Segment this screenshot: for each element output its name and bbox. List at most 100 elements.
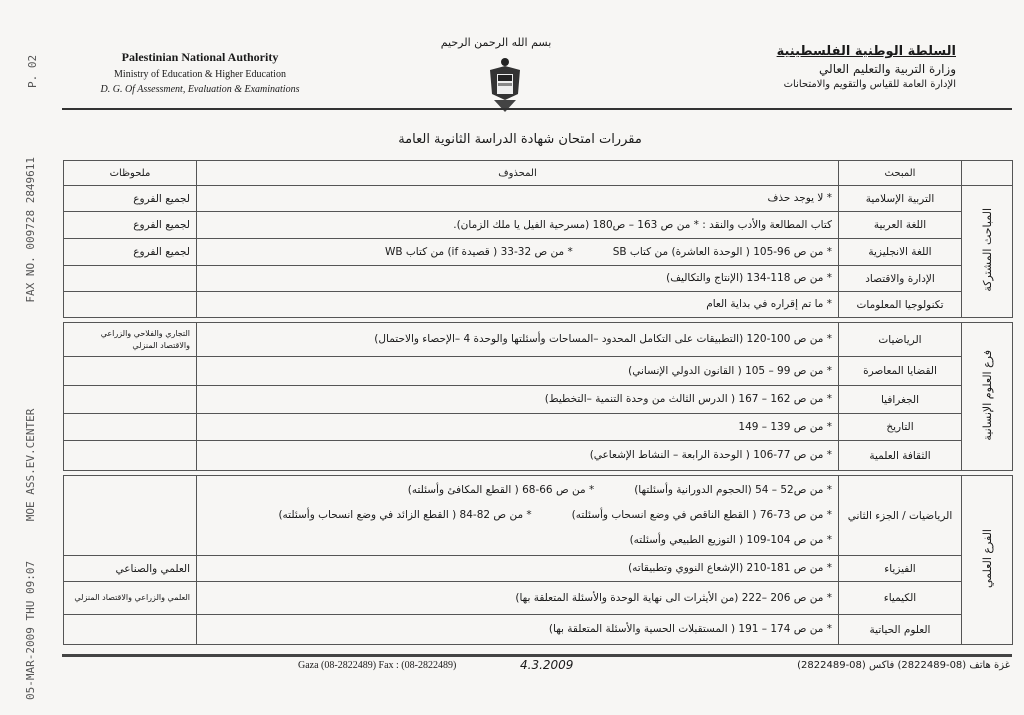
section-humanities: فرع العلوم الإنسانية الرياضيات * من ص 100-…: [63, 322, 1013, 471]
notes-cell: العلمي والزراعي والاقتصاد المنزلي: [63, 581, 197, 615]
content-segment: * من ص 100-120 (التطبيقات على التكامل ال…: [374, 333, 832, 345]
content-segment: * من ص52 – 54 (الحجوم الدورانية وأسئلتها…: [634, 484, 832, 496]
deleted-content-cell: * من ص 118-134 (الإنتاج والتكاليف): [196, 265, 839, 292]
subject-cell: تكنولوجيا المعلومات: [838, 291, 962, 318]
notes-cell: [63, 385, 197, 414]
content-segment: * من ص 206 –222 (من الأيثرات الى نهاية ا…: [515, 591, 832, 604]
content-line: * لا يوجد حذف: [203, 186, 833, 211]
content-line: * من ص 99 – 105 ( القانون الدولي الإنسان…: [203, 359, 832, 384]
content-segment: * من ص 32-33 ( قصيدة if) من كتاب WB: [384, 245, 573, 258]
subject-cell: الفيزياء: [838, 555, 962, 582]
footer-contact-en: Gaza (08-2822489) Fax : (08-2822489): [298, 660, 457, 671]
content-segment: * من ص 181-210 (الإشعاع النووي وتطبيقاته…: [628, 562, 832, 574]
subject-cell: الثقافة العلمية: [838, 440, 962, 471]
deleted-content-cell: * لا يوجد حذف: [196, 185, 839, 212]
subject-cell: الإدارة والاقتصاد: [838, 265, 962, 292]
table-header-row: المبحث المحذوف ملحوظات: [63, 160, 1013, 186]
notes-cell: [63, 475, 197, 556]
ministry-en: Ministry of Education & Higher Education: [114, 69, 286, 80]
table-row: التاريخ * من ص 139 – 149: [63, 413, 1013, 441]
content-segment: * من ص 66-68 ( القطع المكافئ وأسئلته): [407, 484, 595, 496]
content-segment: * من ص 174 – 191 ( المستقبلات الحسية وال…: [548, 623, 832, 635]
table-row: الفيزياء * من ص 181-210 (الإشعاع النووي و…: [63, 555, 1013, 582]
table-row: المباحث المشتركة التربية الإسلامية * لا يو…: [63, 185, 1013, 318]
directorate-en: D. G. Of Assessment, Evaluation & Examin…: [100, 84, 300, 95]
footer-divider: [62, 654, 1012, 657]
table-row: الفرع العلمي الرياضيات / الجزء الثاني * من…: [63, 475, 1013, 645]
table-row: العلوم الحياتية * من ص 174 – 191 ( المستق…: [63, 614, 1013, 645]
notes-cell: [63, 356, 197, 386]
content-line: * من ص52 – 54 (الحجوم الدورانية وأسئلتها…: [203, 478, 832, 503]
content-line: * من ص 96-105 ( الوحدة العاشرة) من كتاب …: [203, 240, 832, 265]
group-label-cell: فرع العلوم الإنسانية: [961, 322, 1013, 471]
notes-cell: العلمي والصناعي: [63, 555, 197, 582]
content-line: * من ص 104-109 ( التوزيع الطبيعي وأسئلته…: [203, 528, 832, 553]
handwritten-date-signature: 4.3.2009: [520, 658, 574, 672]
content-line: * من ص 162 – 167 ( الدرس الثالث من وحدة …: [203, 387, 832, 412]
group-label: الفرع العلمي: [980, 529, 994, 588]
notes-cell: [63, 440, 197, 471]
subject-cell: اللغة الانجليزية: [838, 238, 962, 266]
group-label: فرع العلوم الإنسانية: [980, 349, 994, 441]
content-segment: * ما تم إقراره في بداية العام: [706, 298, 832, 310]
arabic-letterhead: السلطة الوطنية الفلسطينية وزارة التربية …: [696, 44, 956, 90]
content-line: * من ص 73-76 ( القطع الناقص في وضع انسحا…: [203, 503, 832, 528]
deleted-content-cell: * من ص 181-210 (الإشعاع النووي وتطبيقاته…: [196, 555, 839, 582]
table-row: الثقافة العلمية * من ص 77-106 ( الوحدة ال…: [63, 440, 1013, 471]
deleted-content-cell: * من ص 139 – 149: [196, 413, 839, 441]
deleted-content-cell: كتاب المطالعة والأدب والنقد : * من ص 163…: [196, 211, 839, 239]
subject-cell: الجغرافيا: [838, 385, 962, 414]
subject-cell: التاريخ: [838, 413, 962, 441]
content-segment: * من ص 118-134 (الإنتاج والتكاليف): [666, 272, 832, 284]
header-group-cell: [961, 160, 1013, 186]
table-row: تكنولوجيا المعلومات * ما تم إقراره في بدا…: [63, 291, 1013, 318]
table-row: فرع العلوم الإنسانية الرياضيات * من ص 100-…: [63, 322, 1013, 471]
deleted-content-cell: * من ص 162 – 167 ( الدرس الثالث من وحدة …: [196, 385, 839, 414]
table-row: اللغة الانجليزية * من ص 96-105 ( الوحدة ا…: [63, 238, 1013, 266]
content-segment: * لا يوجد حذف: [767, 192, 833, 204]
content-segment: * من ص 73-76 ( القطع الناقص في وضع انسحا…: [571, 509, 832, 521]
eagle-emblem-icon: [488, 56, 522, 118]
subject-cell: الكيمياء: [838, 581, 962, 615]
deleted-content-cell: * من ص 99 – 105 ( القانون الدولي الإنسان…: [196, 356, 839, 386]
content-segment: * من ص 82-84 ( القطع الزائد في وضع انسحا…: [278, 509, 532, 521]
section-common-subjects: المبحث المحذوف ملحوظات المباحث المشتركة ا…: [63, 160, 1013, 318]
content-segment: كتاب المطالعة والأدب والنقد : * من ص 163…: [453, 218, 832, 231]
ministry-ar: وزارة التربية والتعليم العالي: [819, 62, 956, 76]
header-subject: المبحث: [838, 160, 962, 186]
table-row: القضايا المعاصرة * من ص 99 – 105 ( القانو…: [63, 356, 1013, 386]
content-line: * ما تم إقراره في بداية العام: [203, 292, 832, 317]
deleted-content-cell: * من ص 77-106 ( الوحدة الرابعة – النشاط …: [196, 440, 839, 471]
fax-header-line: 05-MAR-2009 THU 09:07 MOE ASS.EV.CENTER …: [24, 156, 37, 700]
table-row: اللغة العربية كتاب المطالعة والأدب والنقد…: [63, 211, 1013, 239]
deleted-content-cell: * من ص 206 –222 (من الأيثرات الى نهاية ا…: [196, 581, 839, 615]
header-deleted: المحذوف: [196, 160, 839, 186]
notes-cell: [63, 614, 197, 645]
notes-cell: [63, 291, 197, 318]
content-segment: * من ص 139 – 149: [738, 420, 832, 433]
content-line: * من ص 181-210 (الإشعاع النووي وتطبيقاته…: [203, 556, 832, 581]
fax-page-number: P. 02: [26, 54, 39, 88]
directorate-ar: الإدارة العامة للقياس والتقويم والامتحان…: [783, 79, 956, 90]
header-notes: ملحوظات: [63, 160, 197, 186]
content-line: * من ص 77-106 ( الوحدة الرابعة – النشاط …: [203, 443, 832, 468]
table-row: الكيمياء * من ص 206 –222 (من الأيثرات الى…: [63, 581, 1013, 615]
deleted-content-cell: * ما تم إقراره في بداية العام: [196, 291, 839, 318]
basmala: بسم الله الرحمن الرحيم: [440, 36, 552, 49]
notes-cell: لجميع الفروع: [63, 211, 197, 239]
group-label: المباحث المشتركة: [980, 208, 994, 292]
content-segment: * من ص 104-109 ( التوزيع الطبيعي وأسئلته…: [629, 534, 832, 546]
footer-contact-ar: غزة هاتف (08-2822489) فاكس (08-2822489): [797, 660, 1010, 671]
content-segment: * من ص 162 – 167 ( الدرس الثالث من وحدة …: [544, 393, 832, 405]
content-segment: * من ص 96-105 ( الوحدة العاشرة) من كتاب …: [612, 245, 832, 258]
content-segment: * من ص 99 – 105 ( القانون الدولي الإنسان…: [628, 364, 832, 377]
deleted-content-cell: * من ص52 – 54 (الحجوم الدورانية وأسئلتها…: [196, 475, 839, 556]
subject-cell: القضايا المعاصرة: [838, 356, 962, 386]
deleted-content-cell: * من ص 174 – 191 ( المستقبلات الحسية وال…: [196, 614, 839, 645]
authority-en: Palestinian National Authority: [121, 50, 279, 64]
table-row: الإدارة والاقتصاد * من ص 118-134 (الإنتاج…: [63, 265, 1013, 292]
subject-cell: التربية الإسلامية: [838, 185, 962, 212]
group-label-cell: الفرع العلمي: [961, 475, 1013, 645]
content-line: كتاب المطالعة والأدب والنقد : * من ص 163…: [203, 213, 832, 238]
group-label-cell: المباحث المشتركة: [961, 185, 1013, 318]
